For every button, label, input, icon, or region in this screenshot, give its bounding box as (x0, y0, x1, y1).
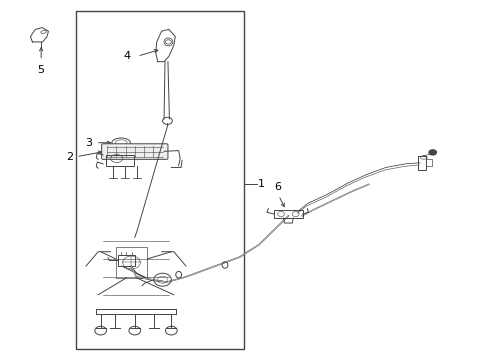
Bar (118, 255, 135, 266)
Circle shape (427, 149, 436, 156)
Text: 5: 5 (38, 65, 44, 75)
Text: 4: 4 (123, 51, 131, 61)
Text: 6: 6 (274, 182, 281, 192)
Bar (116, 247, 147, 278)
Bar (274, 210, 302, 218)
FancyBboxPatch shape (102, 144, 167, 159)
Text: 2: 2 (65, 152, 73, 162)
Bar (76, 12, 244, 348)
Bar (417, 156, 426, 170)
Bar (105, 155, 134, 166)
Text: 3: 3 (85, 138, 92, 148)
Text: 1: 1 (258, 179, 264, 189)
